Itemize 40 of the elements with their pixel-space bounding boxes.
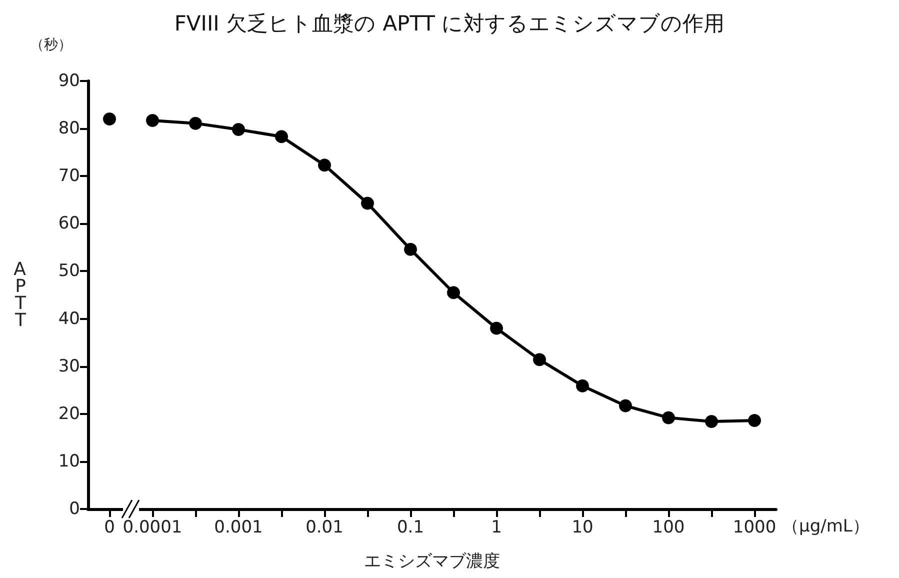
point [705,415,718,428]
point [189,116,202,130]
y-tick-label: 90 [58,71,80,91]
chart-title: FVIII 欠乏ヒト血漿の APTT に対するエミシズマブの作用 [174,12,725,36]
x-tick-label: 0.0001 [122,518,182,538]
y-tick-label: 20 [58,404,80,424]
x-tick-label: 0 [104,518,115,538]
x-tick-label: 0.001 [214,518,263,538]
point [361,196,374,210]
x-tick-label: 1 [491,518,502,538]
y-tick-label: 0 [69,499,80,519]
point [447,286,460,300]
point [318,158,331,172]
point [103,112,116,126]
point [576,379,589,392]
point [275,130,288,144]
point [490,322,503,335]
point [404,242,417,256]
y-tick-label: 30 [58,356,80,376]
x-tick-label: 1000 [732,518,776,538]
point [533,353,546,366]
point [146,114,159,127]
point [748,414,761,428]
x-tick-label: 100 [652,518,685,538]
y-tick-label: 50 [58,261,80,282]
y-tick-label: 80 [58,118,80,139]
y-tick-label: 60 [58,214,80,234]
point [662,411,675,424]
y-axis-title: APTT [14,259,27,331]
x-tick-label: 0.1 [396,518,424,538]
text: （秒） [30,37,72,53]
text: （µg/mL） [782,516,870,536]
x-tick-label: 10 [572,518,594,538]
point [232,123,245,136]
y-tick-label: 10 [58,451,80,472]
x-axis-title: エミシズマブ濃度 [364,552,500,572]
point [619,399,632,412]
y-tick-label: 70 [58,166,80,186]
x-tick-label: 0.01 [306,518,344,538]
y-tick-label: 40 [58,308,80,329]
